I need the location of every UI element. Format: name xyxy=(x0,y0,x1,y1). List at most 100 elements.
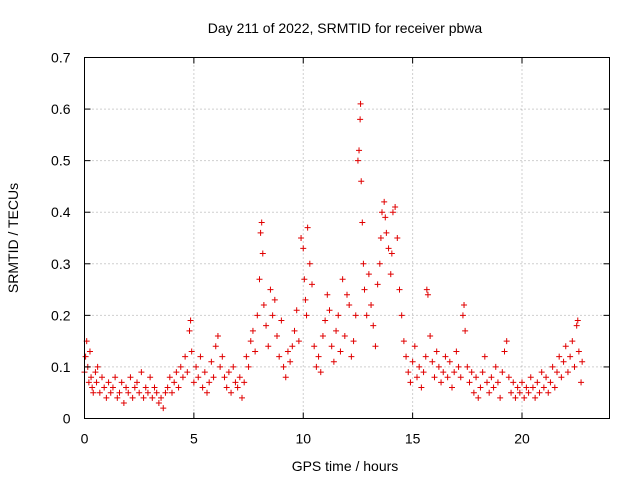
data-point xyxy=(575,348,582,355)
data-point xyxy=(551,384,558,391)
data-point xyxy=(442,353,449,360)
data-point xyxy=(254,312,261,319)
data-point xyxy=(99,374,105,381)
data-point xyxy=(381,198,388,205)
data-point xyxy=(435,363,442,370)
data-point xyxy=(547,379,554,386)
data-point xyxy=(247,338,254,345)
data-point xyxy=(313,363,320,370)
data-point xyxy=(333,327,340,334)
data-point xyxy=(225,369,232,376)
data-point xyxy=(260,302,267,309)
data-point xyxy=(293,307,300,314)
data-point xyxy=(512,394,519,401)
data-point xyxy=(195,374,202,381)
plot-frame xyxy=(84,57,610,419)
y-tick-label: 0.1 xyxy=(51,359,71,375)
data-point xyxy=(492,363,499,370)
data-point xyxy=(379,209,385,216)
data-point xyxy=(291,327,298,334)
data-point xyxy=(514,384,521,391)
data-point xyxy=(214,332,221,339)
data-point xyxy=(328,343,335,350)
data-point xyxy=(197,353,204,360)
data-point xyxy=(140,394,147,401)
data-point xyxy=(377,235,384,241)
data-point xyxy=(107,389,114,396)
data-point xyxy=(567,353,574,360)
data-point xyxy=(147,374,154,381)
data-point xyxy=(276,353,283,360)
data-point xyxy=(405,369,412,376)
data-point xyxy=(114,394,121,401)
data-point xyxy=(499,369,506,376)
data-point xyxy=(545,389,552,396)
data-point xyxy=(554,369,560,376)
data-point xyxy=(243,353,250,360)
data-point xyxy=(477,384,484,391)
data-point xyxy=(201,369,208,376)
data-point xyxy=(258,219,265,226)
data-point xyxy=(341,332,348,339)
data-point xyxy=(453,348,460,355)
data-point xyxy=(274,332,280,339)
y-tick-label: 0 xyxy=(63,411,71,427)
data-point xyxy=(103,394,110,401)
data-point xyxy=(82,353,89,360)
data-point xyxy=(440,369,447,376)
data-point xyxy=(206,379,213,386)
data-point xyxy=(446,358,453,365)
data-point xyxy=(431,374,438,381)
data-point xyxy=(120,400,127,407)
data-point xyxy=(269,312,276,319)
data-point xyxy=(223,384,230,391)
data-point xyxy=(337,348,344,355)
y-tick-label: 0.4 xyxy=(51,204,71,220)
data-point xyxy=(263,322,270,329)
data-point xyxy=(330,358,337,365)
data-point xyxy=(173,369,180,376)
data-point xyxy=(360,260,367,267)
data-point xyxy=(429,358,436,365)
y-tick-label: 0.5 xyxy=(51,153,71,169)
data-point xyxy=(221,374,228,381)
data-point xyxy=(534,379,541,386)
data-point xyxy=(451,369,458,376)
grid xyxy=(84,57,610,419)
x-tick-label: 15 xyxy=(405,431,421,447)
data-point xyxy=(562,343,569,350)
data-point xyxy=(184,369,191,376)
data-point xyxy=(490,384,497,391)
data-point xyxy=(188,348,195,355)
data-point xyxy=(357,116,364,123)
data-point xyxy=(169,389,175,396)
data-point xyxy=(177,363,184,370)
data-point xyxy=(464,363,471,370)
data-point xyxy=(241,379,248,386)
data-point xyxy=(160,405,167,412)
data-point xyxy=(85,379,92,386)
data-point xyxy=(210,374,217,381)
data-point xyxy=(190,379,197,386)
data-point xyxy=(409,358,416,365)
data-point xyxy=(175,384,182,391)
data-point xyxy=(556,353,563,360)
data-point xyxy=(516,389,523,396)
data-point xyxy=(358,178,365,185)
data-point xyxy=(574,317,581,324)
data-point xyxy=(232,379,239,386)
data-point xyxy=(532,394,539,401)
y-tick-label: 0.7 xyxy=(51,50,71,66)
data-point xyxy=(284,348,291,355)
chart-title: Day 211 of 2022, SRMTID for receiver pbw… xyxy=(208,20,483,36)
data-point xyxy=(252,348,259,355)
data-point xyxy=(319,332,326,339)
data-point xyxy=(112,374,119,381)
data-point xyxy=(387,271,394,278)
data-point xyxy=(573,322,580,329)
data-point xyxy=(427,332,434,339)
data-point xyxy=(564,369,571,376)
data-point xyxy=(158,394,165,401)
data-point xyxy=(540,384,547,391)
